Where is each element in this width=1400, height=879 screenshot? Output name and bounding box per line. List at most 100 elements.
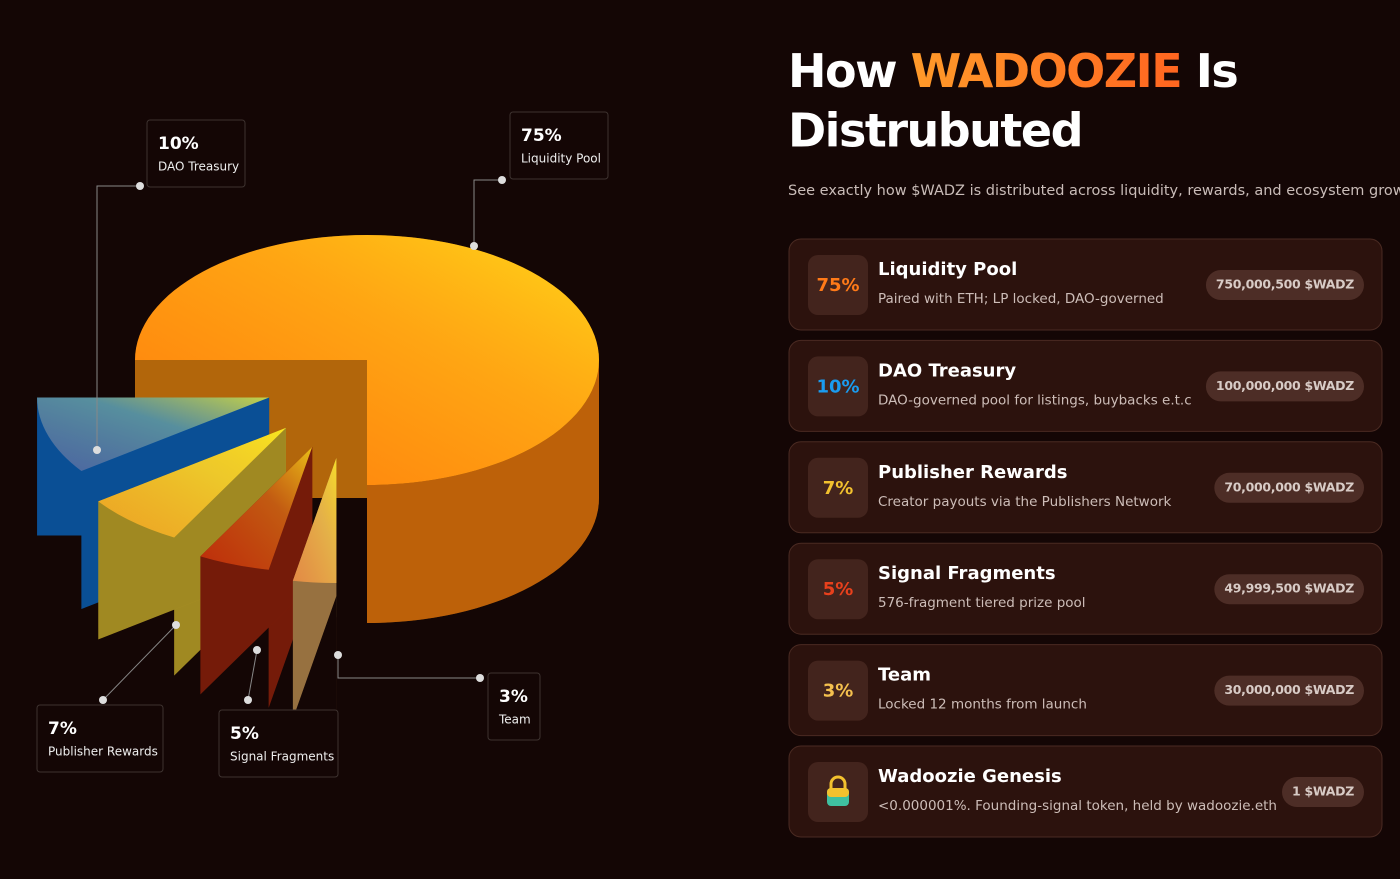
- callout-dot: [172, 621, 180, 629]
- allocation-card: Wadoozie Genesis <0.000001%. Founding-sig…: [788, 745, 1383, 838]
- slice-cut-face: [98, 427, 286, 640]
- pie-slice: [200, 446, 313, 708]
- callout-dot: [136, 182, 144, 190]
- callout-value: 3%: [499, 687, 528, 707]
- allocation-list: 75% Liquidity Pool Paired with ETH; LP loc…: [788, 238, 1383, 838]
- card-title: Wadoozie Genesis: [878, 766, 1062, 787]
- amount-pill: [1214, 472, 1364, 503]
- callout-dot: [99, 696, 107, 704]
- callout-category: Publisher Rewards: [48, 745, 158, 759]
- allocation-card: 5% Signal Fragments 576-fragment tiered pr…: [788, 542, 1383, 635]
- amount-pill: [1205, 270, 1364, 300]
- slice-shine: [292, 457, 337, 583]
- callout-box: [36, 704, 164, 773]
- callout-dot: [334, 651, 342, 659]
- allocation-card: 3% Team Locked 12 months from launch 30,000…: [788, 644, 1383, 737]
- callouts: 75% Liquidity Pool 10% DAO Treasury 7% Publis…: [36, 111, 609, 778]
- card-icon-bg: [808, 457, 868, 518]
- callout-line: [473, 179, 502, 246]
- card-amount: 1 $WADZ: [1292, 784, 1354, 799]
- card-amount: 49,999,500 $WADZ: [1224, 581, 1354, 596]
- card-description: 576-fragment tiered prize pool: [878, 595, 1086, 611]
- subtitle: See exactly how $WADZ is distributed acr…: [788, 183, 1400, 199]
- allocation-card: 10% DAO Treasury DAO-governed pool for lis…: [788, 339, 1383, 432]
- callout-value: 7%: [48, 719, 77, 739]
- card-description: Paired with ETH; LP locked, DAO-governed: [878, 291, 1164, 307]
- callout-category: Liquidity Pool: [521, 152, 601, 166]
- amount-pill: [1282, 777, 1364, 807]
- card-title: Team: [878, 665, 931, 686]
- amount-pill: [1214, 574, 1364, 605]
- card-amount: 70,000,000 $WADZ: [1224, 479, 1354, 494]
- card-icon-bg: [808, 559, 868, 620]
- callout-line: [102, 624, 177, 701]
- callout-box: [509, 111, 609, 180]
- card-percent: 3%: [823, 681, 854, 702]
- title-word: Is: [1196, 44, 1238, 98]
- card-percent: 75%: [816, 275, 859, 296]
- allocation-card: 75% Liquidity Pool Paired with ETH; LP loc…: [788, 238, 1383, 331]
- title-line2: Distrubuted: [788, 104, 1082, 158]
- card-title: Signal Fragments: [878, 563, 1056, 584]
- callout-dot: [498, 176, 506, 184]
- amount-pill: [1205, 371, 1364, 402]
- callout-dot: [470, 242, 478, 250]
- card-icon-bg: [808, 660, 868, 721]
- card-icon-bg: [808, 356, 868, 417]
- allocation-card: 7% Publisher Rewards Creator payouts via t…: [788, 441, 1383, 534]
- title-word: How: [788, 44, 896, 98]
- callout-line: [247, 649, 258, 701]
- callout-dot: [93, 446, 101, 454]
- pie-chart: [37, 235, 599, 721]
- callout-value: 10%: [158, 134, 199, 154]
- card-icon-bg: [808, 255, 868, 315]
- slice-shade: [367, 360, 599, 623]
- card-description: DAO-governed pool for listings, buybacks…: [878, 392, 1192, 408]
- card-percent: 10%: [816, 376, 859, 397]
- callout-box: [146, 119, 246, 188]
- title: How WADOOZIE Is: [788, 44, 1237, 98]
- callout-dot: [253, 646, 261, 654]
- pie-slice: [135, 235, 599, 623]
- callout-category: Signal Fragments: [230, 750, 334, 764]
- card-percent: 7%: [823, 478, 854, 499]
- slice-shade: [98, 427, 286, 640]
- card-bg: [788, 542, 1383, 635]
- card-amount: 30,000,000 $WADZ: [1224, 682, 1354, 697]
- callout-dot: [476, 674, 484, 682]
- callout-category: Team: [498, 713, 531, 727]
- callout-value: 5%: [230, 724, 259, 744]
- card-description: Locked 12 months from launch: [878, 697, 1087, 713]
- card-title: DAO Treasury: [878, 360, 1016, 381]
- card-amount: 750,000,500 $WADZ: [1216, 277, 1354, 292]
- pie-slice: [292, 457, 337, 721]
- card-bg: [788, 745, 1383, 838]
- card-description: <0.000001%. Founding-signal token, held …: [878, 798, 1277, 814]
- card-bg: [788, 441, 1383, 534]
- slice-shine: [135, 235, 599, 485]
- card-bg: [788, 339, 1383, 432]
- card-amount: 100,000,000 $WADZ: [1216, 378, 1354, 393]
- callout-box: [487, 672, 541, 741]
- lock-shackle: [829, 775, 847, 789]
- title-highlight: WADOOZIE: [911, 44, 1182, 98]
- callout-box: [218, 709, 339, 778]
- callout-dot: [244, 696, 252, 704]
- card-percent: 5%: [823, 579, 854, 600]
- card-bg: [788, 238, 1383, 331]
- amount-pill: [1214, 675, 1364, 706]
- callout-line: [96, 185, 140, 450]
- callout-line: [337, 655, 480, 679]
- slice-shine: [200, 446, 313, 570]
- slice-shine: [98, 427, 286, 538]
- callout-value: 75%: [521, 126, 562, 146]
- slice-wall: [367, 360, 599, 623]
- card-title: Liquidity Pool: [878, 259, 1017, 280]
- card-title: Publisher Rewards: [878, 462, 1067, 483]
- lock-body-top: [827, 788, 849, 797]
- card-bg: [788, 644, 1383, 737]
- callout-category: DAO Treasury: [158, 160, 239, 174]
